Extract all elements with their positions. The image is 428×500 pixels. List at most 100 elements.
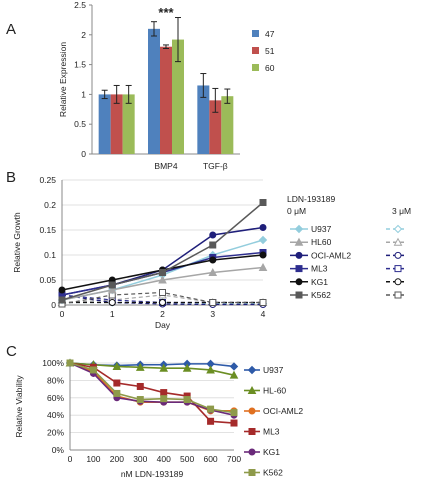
- data-point: [89, 366, 97, 374]
- bar: [98, 94, 111, 154]
- data-point: [259, 224, 267, 231]
- y-tick-label: 100%: [42, 358, 64, 368]
- data-point: [207, 405, 215, 413]
- y-tick-label: 0.5: [74, 119, 86, 129]
- y-tick-label: 0.05: [39, 275, 56, 285]
- legend-swatch: [252, 30, 259, 37]
- y-axis-label: Relative Growth: [12, 212, 22, 273]
- series-line: [69, 362, 235, 414]
- series-line: [69, 362, 235, 376]
- x-tick-label: 0: [68, 454, 73, 464]
- legend-marker: [248, 428, 256, 435]
- data-point: [135, 362, 145, 371]
- bar: [172, 39, 184, 154]
- legend-label: 47: [265, 29, 275, 39]
- data-point: [258, 262, 268, 271]
- x-tick-label: 700: [227, 454, 241, 464]
- data-point: [112, 361, 122, 370]
- series-line: [61, 226, 264, 296]
- legend-marker: [295, 291, 303, 299]
- data-point: [229, 370, 239, 379]
- bar: [110, 94, 123, 154]
- legend-marker: [248, 469, 256, 476]
- legend-label: ML3: [263, 427, 280, 437]
- x-tick-label: 500: [180, 454, 194, 464]
- y-tick-label: 2.5: [74, 0, 86, 10]
- legend-marker: [294, 237, 304, 246]
- legend-marker: [295, 251, 303, 259]
- legend-marker: [248, 448, 256, 456]
- y-tick-label: 0.25: [39, 175, 56, 185]
- y-axis-label: Relative Expression: [58, 42, 68, 117]
- legend-column-header: 0 μM: [287, 206, 306, 216]
- y-tick-label: 0.2: [44, 200, 56, 210]
- legend-label: K562: [263, 468, 283, 478]
- legend-column-header: 3 μM: [392, 206, 411, 216]
- legend-marker: [295, 278, 303, 286]
- legend-marker-treated: [393, 224, 403, 234]
- y-tick-label: 1: [81, 89, 86, 99]
- significance-annotation: ***: [158, 5, 174, 20]
- x-axis-label: Day: [155, 320, 171, 330]
- data-point: [229, 362, 239, 371]
- x-tick-label: 4: [261, 309, 266, 319]
- data-point: [113, 389, 121, 397]
- y-tick-label: 40%: [47, 410, 64, 420]
- legend-marker-treated: [394, 251, 402, 259]
- legend-marker: [295, 265, 303, 273]
- legend-marker: [247, 385, 257, 394]
- x-tick-label: 600: [203, 454, 217, 464]
- legend-label: KG1: [311, 277, 328, 287]
- legend-marker-treated: [394, 291, 402, 299]
- bar: [197, 85, 210, 154]
- legend-label: K562: [311, 290, 331, 300]
- data-point: [107, 285, 117, 294]
- x-tick-label: BMP4: [154, 161, 177, 171]
- legend-label: HL60: [311, 237, 332, 247]
- y-axis-label: Relative Viability: [14, 375, 24, 438]
- data-point: [259, 199, 267, 206]
- bar: [209, 100, 222, 154]
- data-point-treated: [259, 299, 267, 306]
- y-tick-label: 0: [81, 149, 86, 159]
- legend-marker: [294, 224, 304, 234]
- y-tick-label: 80%: [47, 375, 64, 385]
- panel-letter: A: [6, 21, 16, 38]
- legend-marker-treated: [393, 237, 403, 246]
- data-point: [182, 363, 192, 372]
- bar: [148, 28, 160, 155]
- legend-label: HL-60: [263, 386, 286, 396]
- legend-swatch: [252, 64, 259, 71]
- y-tick-label: 20%: [47, 428, 64, 438]
- series-line: [69, 362, 235, 424]
- y-tick-label: 2: [81, 30, 86, 40]
- panel-c-viability-line-chart: C 0% 20% 40% 60% 80% 100% 0 100 200 300 400 500 600 70…: [6, 343, 303, 479]
- data-point-treated: [209, 299, 217, 306]
- x-tick-label: 200: [110, 454, 124, 464]
- x-tick-label: 100: [86, 454, 100, 464]
- y-tick-label: 0%: [52, 445, 65, 455]
- y-tick-label: 0.1: [44, 250, 56, 260]
- data-point: [108, 281, 116, 289]
- bar: [122, 94, 135, 154]
- x-tick-label: 1: [110, 309, 115, 319]
- data-point-treated: [159, 289, 166, 296]
- y-tick-label: 0: [51, 300, 56, 310]
- data-point: [258, 235, 268, 245]
- data-point: [136, 382, 144, 390]
- bar: [160, 46, 172, 154]
- legend-marker-treated: [394, 278, 402, 286]
- data-point: [183, 396, 191, 404]
- legend-marker: [247, 365, 257, 375]
- series-line: [69, 362, 235, 416]
- panel-b-growth-line-chart: B 0 0.05 0.1 0.15 0.2 0.25 0 1 2 3 4 Day Relative Gro…: [6, 169, 411, 330]
- data-point: [209, 256, 217, 264]
- y-tick-label: 0.15: [39, 225, 56, 235]
- x-tick-label: 300: [133, 454, 147, 464]
- x-tick-label: 400: [157, 454, 171, 464]
- panel-letter: C: [6, 343, 17, 360]
- data-point: [159, 363, 169, 372]
- panel-letter: B: [6, 169, 16, 186]
- legend-label: 60: [265, 63, 275, 73]
